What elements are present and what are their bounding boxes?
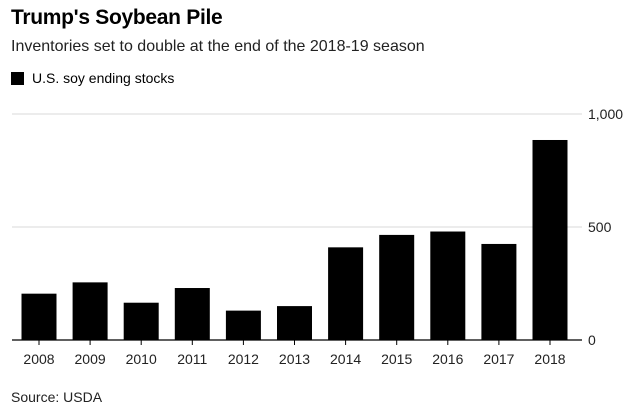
y-tick-label: 500 — [588, 219, 612, 235]
x-tick-label: 2008 — [23, 351, 54, 367]
bar — [532, 139, 568, 340]
x-tick-label: 2010 — [126, 351, 157, 367]
legend-swatch — [11, 71, 24, 85]
legend: U.S. soy ending stocks — [11, 70, 174, 86]
y-tick-label: 1,000 — [588, 106, 623, 122]
x-tick-label: 2009 — [75, 351, 106, 367]
bar — [379, 234, 415, 340]
x-tick-label: 2012 — [228, 351, 259, 367]
chart-subtitle: Inventories set to double at the end of … — [11, 38, 425, 55]
x-tick-label: 2015 — [381, 351, 412, 367]
x-tick-label: 2017 — [483, 351, 514, 367]
x-tick-label: 2016 — [432, 351, 463, 367]
bar — [72, 282, 108, 340]
bar — [123, 302, 159, 340]
x-tick-label: 2014 — [330, 351, 361, 367]
legend-label: U.S. soy ending stocks — [32, 70, 175, 86]
chart-title: Trump's Soybean Pile — [11, 6, 223, 29]
gridlines — [12, 113, 582, 228]
x-tick-label: 2011 — [177, 351, 207, 367]
y-tick-label: 0 — [588, 332, 596, 348]
source-note: Source: USDA — [11, 389, 103, 405]
bar — [277, 306, 312, 340]
bar — [174, 288, 210, 340]
bar — [225, 310, 261, 340]
x-tick-label: 2018 — [534, 351, 565, 367]
bar — [430, 231, 466, 340]
axes: 0 500 1,000 2008 2009 2010 2011 2012 2013 2014 201… — [12, 106, 623, 367]
x-tick-label: 2013 — [279, 351, 310, 367]
bar — [481, 243, 517, 340]
bar — [21, 293, 57, 340]
bars — [21, 139, 568, 340]
bar — [328, 247, 364, 340]
